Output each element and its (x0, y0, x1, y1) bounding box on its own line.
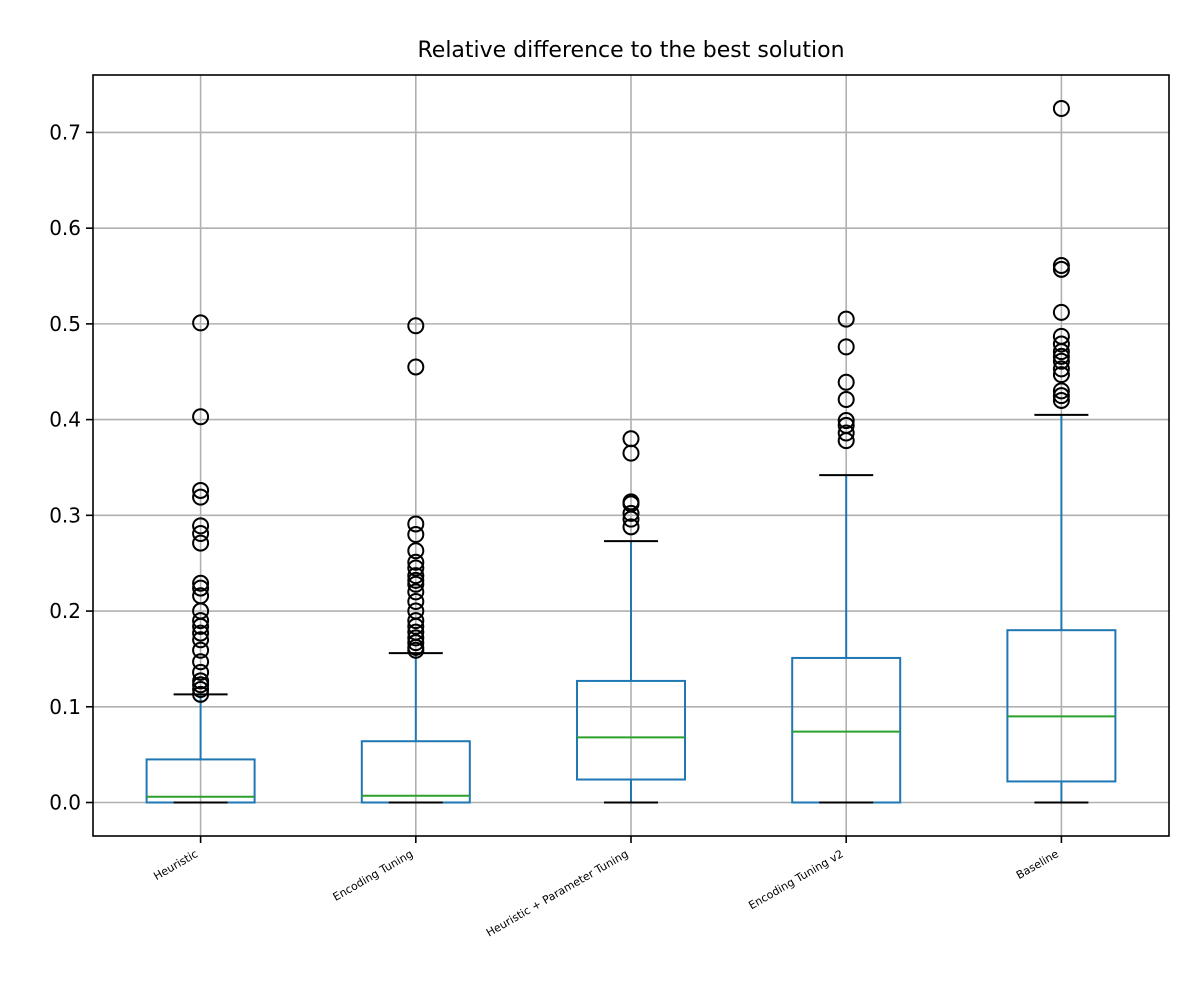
y-tick-label: 0.0 (49, 790, 81, 814)
outlier-point (407, 575, 425, 593)
outlier-point (192, 685, 210, 703)
box-group (360, 317, 471, 804)
outlier-point (407, 617, 425, 635)
outlier-point (1052, 303, 1070, 321)
x-tick-label: Heuristic + Parameter Tuning (484, 847, 631, 939)
y-tick-label: 0.3 (49, 503, 81, 527)
outlier-point (1052, 347, 1070, 365)
outlier-point (407, 634, 425, 652)
outlier-point (192, 681, 210, 699)
outlier-point (837, 432, 855, 450)
outlier-point (192, 574, 210, 592)
outlier-point (837, 310, 855, 328)
box-group (576, 430, 686, 804)
outlier-point (837, 338, 855, 356)
outlier-point (1052, 260, 1070, 278)
box-group (145, 314, 256, 804)
outlier-point (407, 515, 425, 533)
outlier-point (1052, 366, 1070, 384)
outlier-point (407, 641, 425, 659)
outlier-point (192, 653, 210, 671)
y-tick-label: 0.2 (49, 599, 81, 623)
x-tick-label: Heuristic (151, 847, 200, 883)
outlier-point (192, 534, 210, 552)
outlier-point (1052, 382, 1070, 400)
outlier-point (1052, 387, 1070, 405)
outlier-point (192, 612, 210, 630)
outlier-point (192, 641, 210, 659)
outlier-point (192, 517, 210, 535)
outlier-point (192, 314, 210, 332)
outlier-point (407, 553, 425, 571)
x-tick-label: Encoding Tuning (331, 847, 416, 903)
iqr-box (576, 679, 686, 781)
outlier-point (192, 631, 210, 649)
outlier-point (192, 624, 210, 642)
outlier-point (407, 612, 425, 630)
box-group (791, 310, 902, 804)
outlier-point (1052, 343, 1070, 361)
x-tick-label: Baseline (1014, 847, 1061, 882)
outlier-point (407, 567, 425, 585)
outlier-point (407, 559, 425, 577)
outlier-point (192, 579, 210, 597)
box-group (1006, 100, 1117, 804)
outlier-point (192, 481, 210, 499)
outlier-point (192, 676, 210, 694)
outlier-point (837, 373, 855, 391)
outlier-point (1052, 100, 1070, 118)
outlier-point (407, 525, 425, 543)
outlier-point (407, 317, 425, 335)
x-tick-label: Encoding Tuning v2 (746, 847, 845, 912)
outlier-point (837, 424, 855, 442)
outlier-point (1052, 360, 1070, 378)
y-tick-label: 0.1 (49, 695, 81, 719)
outlier-point (192, 408, 210, 426)
outlier-point (622, 504, 640, 522)
outlier-point (192, 663, 210, 681)
outlier-point (192, 488, 210, 506)
y-tick-label: 0.5 (49, 312, 81, 336)
outlier-point (622, 444, 640, 462)
outlier-point (1052, 335, 1070, 353)
outlier-point (837, 412, 855, 430)
outlier-point (192, 617, 210, 635)
outlier-point (622, 518, 640, 536)
box-layer (145, 100, 1117, 804)
outlier-point (1052, 352, 1070, 370)
outlier-point (407, 583, 425, 601)
y-tick-label: 0.4 (49, 408, 81, 432)
y-tick-label: 0.7 (49, 120, 81, 144)
chart-title: Relative difference to the best solution (417, 38, 844, 63)
outlier-point (407, 629, 425, 647)
outlier-point (837, 391, 855, 409)
outlier-point (192, 525, 210, 543)
outlier-point (407, 358, 425, 376)
y-tick-label: 0.6 (49, 216, 81, 240)
outlier-point (407, 592, 425, 610)
outlier-point (407, 542, 425, 560)
iqr-box (1006, 629, 1117, 783)
outlier-point (622, 510, 640, 528)
axis-layer: 0.0 0.1 0.2 0.3 0.4 0.5 0.6 0.7 Heuristic Encodin… (49, 74, 1170, 939)
outlier-point (1052, 391, 1070, 409)
